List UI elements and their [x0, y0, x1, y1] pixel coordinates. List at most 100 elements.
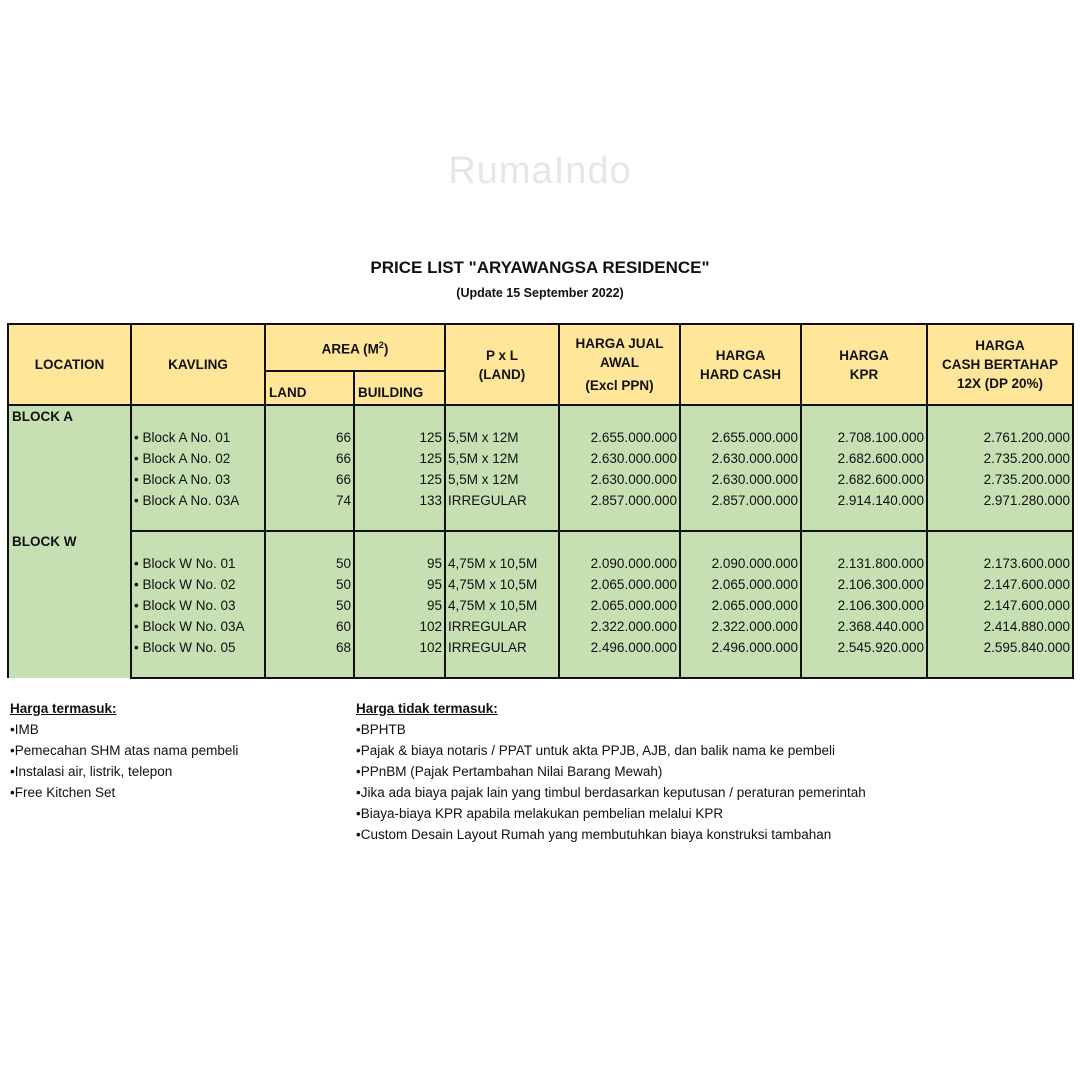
empty-cell [926, 658, 1074, 679]
header-building: BUILDING [353, 370, 446, 406]
empty-cell [558, 405, 681, 427]
empty-cell [926, 405, 1074, 427]
kpr-cell: 2.682.600.000 [800, 448, 928, 469]
bertahap-cell: 2.414.880.000 [926, 616, 1074, 637]
bertahap-cell: 2.761.200.000 [926, 427, 1074, 448]
table-row: • Block W No. 02 50 95 4,75M x 10,5M 2.065.0… [8, 574, 1074, 595]
page-title: PRICE LIST "ARYAWANGSA RESIDENCE" [370, 258, 710, 277]
excluded-list: BPHTBPajak & biaya notaris / PPAT untuk … [356, 719, 866, 845]
header-area: AREA (M2) [264, 323, 446, 372]
building-cell: 95 [353, 553, 446, 574]
excluded-notes: Harga tidak termasuk: BPHTBPajak & biaya… [356, 698, 866, 845]
empty-cell [800, 531, 928, 553]
land-cell: 74 [264, 490, 355, 511]
hard-cash-cell: 2.630.000.000 [679, 448, 802, 469]
empty-cell [353, 405, 446, 427]
list-item: BPHTB [356, 719, 866, 740]
table-row: • Block W No. 01 50 95 4,75M x 10,5M 2.090.0… [8, 553, 1074, 574]
empty-cell [558, 511, 681, 532]
pxl-cell: 5,5M x 12M [444, 448, 560, 469]
included-notes: Harga termasuk: IMBPemecahan SHM atas na… [10, 698, 238, 803]
hard-cash-cell: 2.496.000.000 [679, 637, 802, 658]
included-heading: Harga termasuk: [10, 701, 117, 716]
header-land: LAND [264, 370, 355, 406]
pxl-cell: 4,75M x 10,5M [444, 574, 560, 595]
building-cell: 125 [353, 469, 446, 490]
kpr-cell: 2.368.440.000 [800, 616, 928, 637]
kpr-cell: 2.131.800.000 [800, 553, 928, 574]
empty-cell [679, 658, 802, 679]
land-cell: 68 [264, 637, 355, 658]
empty-cell [353, 531, 446, 553]
bertahap-cell: 2.173.600.000 [926, 553, 1074, 574]
hard-cash-cell: 2.090.000.000 [679, 553, 802, 574]
list-item: Biaya-biaya KPR apabila melakukan pembel… [356, 803, 866, 824]
empty-cell [800, 511, 928, 532]
included-list: IMBPemecahan SHM atas nama pembeliInstal… [10, 719, 239, 803]
land-cell: 66 [264, 448, 355, 469]
kpr-cell: 2.545.920.000 [800, 637, 928, 658]
empty-cell [679, 405, 802, 427]
header-kpr: HARGA KPR [800, 323, 928, 406]
harga-jual-cell: 2.630.000.000 [558, 448, 681, 469]
header-hard-cash: HARGA HARD CASH [679, 323, 802, 406]
list-item: IMB [10, 719, 238, 740]
harga-jual-cell: 2.090.000.000 [558, 553, 681, 574]
building-cell: 133 [353, 490, 446, 511]
empty-cell [264, 405, 355, 427]
empty-cell [558, 531, 681, 553]
kavling-cell: • Block W No. 01 [130, 553, 266, 574]
hard-cash-cell: 2.857.000.000 [679, 490, 802, 511]
empty-cell [264, 511, 355, 532]
header-pxl: P x L (LAND) [444, 323, 560, 406]
kpr-cell: 2.914.140.000 [800, 490, 928, 511]
empty-cell [130, 531, 266, 553]
header-kavling: KAVLING [130, 323, 266, 406]
empty-cell [130, 405, 266, 427]
empty-cell [264, 531, 355, 553]
header-cash-bertahap: HARGA CASH BERTAHAP 12X (DP 20%) [926, 323, 1074, 406]
kavling-cell: • Block A No. 01 [130, 427, 266, 448]
empty-cell [130, 511, 266, 532]
table-row: • Block A No. 02 66 125 5,5M x 12M 2.630.000… [8, 448, 1074, 469]
block-spacer-row [8, 511, 1074, 532]
hard-cash-cell: 2.655.000.000 [679, 427, 802, 448]
harga-jual-cell: 2.655.000.000 [558, 427, 681, 448]
watermark: RumaIndo [448, 150, 632, 192]
land-cell: 66 [264, 469, 355, 490]
harga-jual-cell: 2.630.000.000 [558, 469, 681, 490]
list-item: Pajak & biaya notaris / PPAT untuk akta … [356, 740, 866, 761]
price-table-body: BLOCK A • Block A No. 01 66 125 5,5M x 12M 2.… [7, 405, 1074, 679]
empty-cell [353, 658, 446, 679]
list-item: Instalasi air, listrik, telepon [10, 761, 238, 782]
table-row: • Block W No. 03A 60 102 IRREGULAR 2.322.000… [8, 616, 1074, 637]
empty-cell [264, 658, 355, 679]
land-cell: 50 [264, 574, 355, 595]
building-cell: 125 [353, 427, 446, 448]
kpr-cell: 2.106.300.000 [800, 595, 928, 616]
update-date: (Update 15 September 2022) [456, 286, 624, 300]
hard-cash-cell: 2.630.000.000 [679, 469, 802, 490]
pxl-cell: 5,5M x 12M [444, 427, 560, 448]
excluded-heading: Harga tidak termasuk: [356, 701, 498, 716]
header-harga-jual: HARGA JUAL AWAL (Excl PPN) [558, 323, 681, 406]
building-cell: 102 [353, 616, 446, 637]
kavling-cell: • Block A No. 03 [130, 469, 266, 490]
bertahap-cell: 2.147.600.000 [926, 595, 1074, 616]
empty-cell [800, 658, 928, 679]
kavling-cell: • Block A No. 02 [130, 448, 266, 469]
pxl-cell: 4,75M x 10,5M [444, 595, 560, 616]
kavling-cell: • Block W No. 02 [130, 574, 266, 595]
kavling-cell: • Block W No. 03A [130, 616, 266, 637]
hard-cash-cell: 2.322.000.000 [679, 616, 802, 637]
bertahap-cell: 2.735.200.000 [926, 448, 1074, 469]
building-cell: 102 [353, 637, 446, 658]
bertahap-cell: 2.595.840.000 [926, 637, 1074, 658]
hard-cash-cell: 2.065.000.000 [679, 595, 802, 616]
kavling-cell: • Block A No. 03A [130, 490, 266, 511]
table-row: • Block W No. 03 50 95 4,75M x 10,5M 2.065.0… [8, 595, 1074, 616]
pxl-cell: IRREGULAR [444, 490, 560, 511]
block-spacer-row [8, 658, 1074, 679]
block-header-row: BLOCK W [7, 531, 1074, 678]
kpr-cell: 2.682.600.000 [800, 469, 928, 490]
